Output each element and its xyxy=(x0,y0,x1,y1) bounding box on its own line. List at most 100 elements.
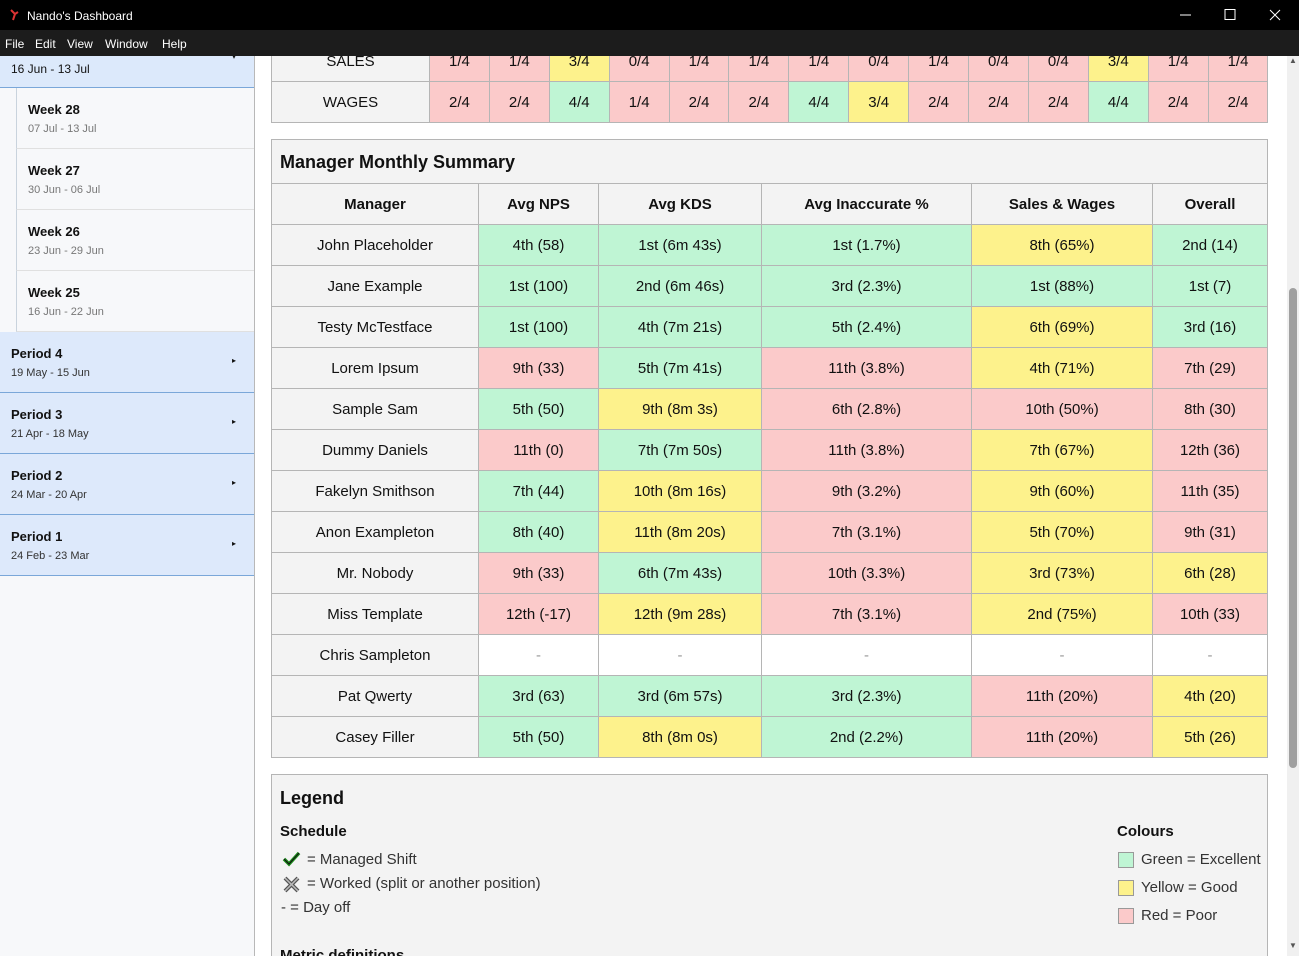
header-row: Manager Avg NPS Avg KDS Avg Inaccurate % Sal… xyxy=(271,183,1268,225)
metric-cell: 9th (3.2%) xyxy=(761,470,972,512)
manager-row: Mr. Nobody 9th (33) 6th (7m 43s) 10th (3.3%… xyxy=(271,552,1268,594)
period-dates: 16 Jun - 13 Jul xyxy=(11,62,90,76)
metric-cell: 4th (20) xyxy=(1152,675,1268,717)
metric-cell: 5th (26) xyxy=(1152,716,1268,758)
manager-name: Mr. Nobody xyxy=(271,552,479,594)
colours-heading: Colours xyxy=(1117,823,1174,840)
metric-cell: 5th (70%) xyxy=(971,511,1153,553)
menu-item[interactable]: Window xyxy=(105,37,148,51)
schedule-cell: 0/4 xyxy=(608,56,670,82)
metric-cell: 1st (100) xyxy=(478,306,599,348)
metric-cell: 6th (28) xyxy=(1152,552,1268,594)
schedule-cell: 0/4 xyxy=(848,56,910,82)
column-header: Sales & Wages xyxy=(971,183,1153,225)
manager-row: Dummy Daniels 11th (0) 7th (7m 50s) 11th (3… xyxy=(271,429,1268,471)
menu-item[interactable]: File xyxy=(5,37,25,51)
schedule-cell: 4/4 xyxy=(788,81,850,123)
menu-bar: File Edit View Window Help xyxy=(0,30,1299,56)
metric-cell: 5th (50) xyxy=(478,716,599,758)
metric-cell: 10th (50%) xyxy=(971,388,1153,430)
schedule-cell: 1/4 xyxy=(728,56,790,82)
schedule-cell: 1/4 xyxy=(1147,56,1209,82)
current-period[interactable]: 16 Jun - 13 Jul ▾ xyxy=(0,56,254,88)
metric-cell: 2nd (14) xyxy=(1152,224,1268,266)
period-dates: 24 Feb - 23 Mar xyxy=(11,550,90,562)
period-label: Period 4 xyxy=(11,346,63,361)
metric-cell: 3rd (63) xyxy=(478,675,599,717)
metric-cell: 9th (8m 3s) xyxy=(598,388,762,430)
window-controls[interactable] xyxy=(1175,8,1285,22)
cross-icon xyxy=(283,876,300,893)
collapse-arrow: ▾ xyxy=(232,56,237,61)
scroll-down[interactable]: ▼ xyxy=(1289,941,1297,950)
menu-item[interactable]: View xyxy=(67,37,93,51)
metric-cell: 7th (7m 50s) xyxy=(598,429,762,471)
schedule-cell: 1/4 xyxy=(488,56,550,82)
scroll-thumb[interactable] xyxy=(1289,288,1297,768)
schedule-cell: 2/4 xyxy=(1147,81,1209,123)
manager-name: Miss Template xyxy=(271,593,479,635)
schedule-cell: 1/4 xyxy=(608,81,670,123)
expand-arrow: ▸ xyxy=(232,356,237,365)
menu-item[interactable]: Help xyxy=(162,37,187,51)
scroll-up[interactable]: ▲ xyxy=(1289,56,1297,65)
manager-row: Sample Sam 5th (50) 9th (8m 3s) 6th (2.8%) 1… xyxy=(271,388,1268,430)
metric-cell: 8th (40) xyxy=(478,511,599,553)
week-label: Week 27 xyxy=(28,163,80,178)
period-dates: 19 May - 15 Jun xyxy=(11,367,90,379)
manager-row: Casey Filler 5th (50) 8th (8m 0s) 2nd (2.2%… xyxy=(271,716,1268,758)
manager-name: Lorem Ipsum xyxy=(271,347,479,389)
metric-cell: 8th (30) xyxy=(1152,388,1268,430)
metric-cell: 9th (31) xyxy=(1152,511,1268,553)
schedule-legend-item: = Worked (split or another position) xyxy=(307,875,541,892)
metric-cell: 7th (3.1%) xyxy=(761,511,972,553)
period-item[interactable]: Period 4 19 May - 15 Jun ▸ xyxy=(0,332,254,393)
week-item[interactable]: Week 28 07 Jul - 13 Jul xyxy=(16,88,254,149)
metric-cell: 12th (9m 28s) xyxy=(598,593,762,635)
week-item[interactable]: Week 26 23 Jun - 29 Jun xyxy=(16,210,254,271)
manager-row: Anon Exampleton 8th (40) 11th (8m 20s) 7th … xyxy=(271,511,1268,553)
metric-cell: 9th (33) xyxy=(478,552,599,594)
manager-name: Anon Exampleton xyxy=(271,511,479,553)
period-item[interactable]: Period 2 24 Mar - 20 Apr ▸ xyxy=(0,454,254,515)
manager-name: Jane Example xyxy=(271,265,479,307)
week-item[interactable]: Week 25 16 Jun - 22 Jun xyxy=(16,271,254,332)
metric-cell: 1st (7) xyxy=(1152,265,1268,307)
schedule-cell: 2/4 xyxy=(1207,81,1269,123)
summary-title: Manager Monthly Summary xyxy=(280,152,516,172)
metric-cell: 4th (58) xyxy=(478,224,599,266)
metric-cell: 1st (88%) xyxy=(971,265,1153,307)
manager-name: John Placeholder xyxy=(271,224,479,266)
period-label: Period 2 xyxy=(11,468,63,483)
period-item[interactable]: Period 1 24 Feb - 23 Mar ▸ xyxy=(0,515,254,576)
legend-panel: Legend Schedule = Managed Shift = Worked … xyxy=(271,774,1268,956)
metric-cell: 1st (1.7%) xyxy=(761,224,972,266)
schedule-cell: 2/4 xyxy=(488,81,550,123)
metric-cell: 12th (36) xyxy=(1152,429,1268,471)
metric-cell: 11th (3.8%) xyxy=(761,347,972,389)
metric-cell: 7th (29) xyxy=(1152,347,1268,389)
manager-row: Fakelyn Smithson 7th (44) 10th (8m 16s) 9th… xyxy=(271,470,1268,512)
week-item[interactable]: Week 27 30 Jun - 06 Jul xyxy=(16,149,254,210)
main-content: SALES 1/4 1/4 3/4 0/4 1/4 1/4 1/4 0/4 1/4 0/4 0/4 3/… xyxy=(255,56,1287,956)
metric-cell: 2nd (75%) xyxy=(971,593,1153,635)
schedule-cell: 4/4 xyxy=(548,81,610,123)
legend-title: Legend xyxy=(280,788,345,808)
metric-cell: 5th (50) xyxy=(478,388,599,430)
metric-cell: - xyxy=(971,634,1153,676)
week-label: Week 26 xyxy=(28,224,80,239)
colour-label: Green = Excellent xyxy=(1141,851,1261,868)
manager-name: Dummy Daniels xyxy=(271,429,479,471)
metric-cell: 11th (0) xyxy=(478,429,599,471)
column-header: Avg NPS xyxy=(478,183,599,225)
expand-arrow: ▸ xyxy=(232,417,237,426)
metric-cell: 4th (71%) xyxy=(971,347,1153,389)
schedule-cell: 1/4 xyxy=(429,56,490,82)
period-item[interactable]: Period 3 21 Apr - 18 May ▸ xyxy=(0,393,254,454)
metric-cell: 6th (69%) xyxy=(971,306,1153,348)
check-icon xyxy=(282,851,301,867)
metric-cell: 11th (8m 20s) xyxy=(598,511,762,553)
scrollbar[interactable]: ▲ ▼ xyxy=(1287,56,1299,956)
menu-item[interactable]: Edit xyxy=(35,37,56,51)
metric-cell: 5th (7m 41s) xyxy=(598,347,762,389)
